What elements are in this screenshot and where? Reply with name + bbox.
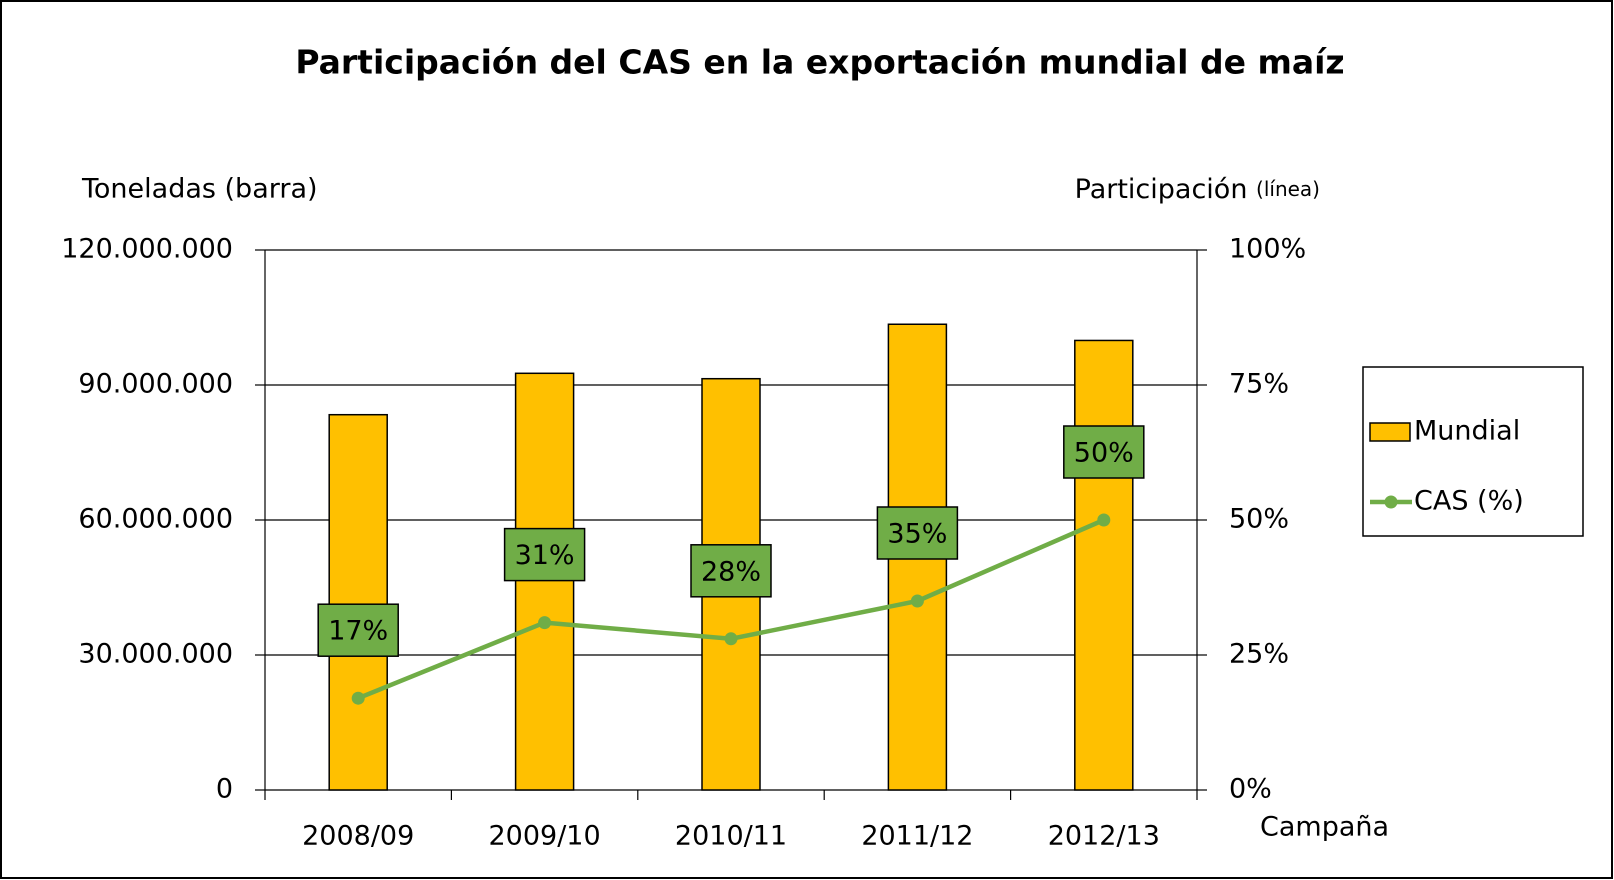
line-point	[910, 594, 924, 608]
data-label-box	[1063, 425, 1145, 479]
y-tick-label: 90.000.000	[78, 369, 233, 400]
y-tick-label: 0	[216, 774, 233, 805]
x-tick-label: 2011/12	[861, 821, 973, 852]
data-label-box	[690, 544, 772, 598]
legend-swatch-point	[1384, 495, 1398, 509]
bar	[1074, 339, 1134, 791]
y2-tick-label: 50%	[1229, 504, 1289, 535]
line-point	[724, 632, 738, 646]
bar	[514, 372, 575, 791]
bar	[328, 413, 388, 791]
y2-axis-title-note: (línea)	[1256, 177, 1320, 201]
y2-axis-title-main: Participación	[1075, 174, 1248, 205]
y-tick-label: 120.000.000	[61, 234, 233, 265]
line-point	[351, 691, 365, 705]
y2-tick-label: 0%	[1229, 774, 1272, 805]
legend-label: Mundial	[1414, 416, 1520, 447]
legend-box	[1362, 366, 1584, 537]
y2-tick-label: 75%	[1229, 369, 1289, 400]
legend-swatch	[1369, 422, 1411, 442]
y-axis-title: Toneladas (barra)	[81, 174, 318, 205]
y-tick-label: 60.000.000	[78, 504, 233, 535]
line-point	[1097, 513, 1111, 527]
x-tick-label: 2009/10	[489, 821, 601, 852]
x-axis-title: Campaña	[1260, 812, 1389, 843]
data-label-box	[317, 603, 399, 657]
line-point	[538, 616, 552, 630]
data-label-box	[503, 527, 586, 582]
x-tick-label: 2010/11	[675, 821, 787, 852]
y-tick-label: 30.000.000	[78, 639, 233, 670]
data-label: 35%	[887, 519, 947, 550]
data-label: 28%	[701, 556, 761, 587]
data-label-box	[876, 506, 959, 560]
y2-axis-title: Participación (línea)	[1075, 174, 1320, 205]
data-label: 50%	[1074, 438, 1134, 469]
y2-tick-label: 100%	[1229, 234, 1306, 265]
data-label: 17%	[328, 616, 388, 647]
y2-tick-label: 25%	[1229, 639, 1289, 670]
data-label: 31%	[515, 540, 575, 571]
x-tick-label: 2012/13	[1048, 821, 1160, 852]
chart-title: Participación del CAS en la exportación …	[295, 43, 1344, 82]
x-tick-label: 2008/09	[302, 821, 414, 852]
legend-label: CAS (%)	[1414, 486, 1524, 517]
